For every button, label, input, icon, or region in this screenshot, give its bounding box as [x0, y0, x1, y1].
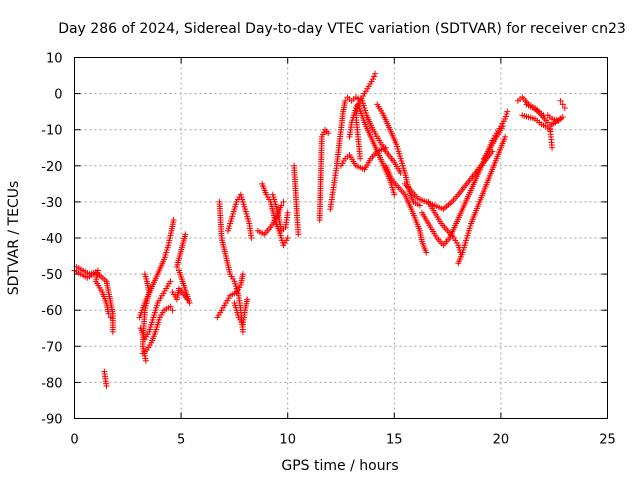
x-tick-label: 15: [386, 433, 403, 448]
x-tick-label: 25: [599, 433, 616, 448]
y-axis-ticks: 10 0 -10 -20 -30 -40 -50 -60 -70 -80 -90: [41, 52, 608, 428]
x-axis-ticks: 0 5 10 15 20 25: [70, 57, 616, 448]
y-tick-label: -30: [41, 196, 62, 211]
data-point: [170, 216, 177, 223]
data-point: [284, 209, 291, 216]
data-points: [71, 70, 568, 390]
data-point: [167, 303, 174, 310]
data-point: [342, 97, 349, 104]
data-point: [549, 144, 556, 151]
data-point: [244, 296, 251, 303]
y-tick-label: -20: [41, 160, 62, 175]
data-point: [175, 267, 182, 274]
data-point: [423, 249, 430, 256]
x-tick-label: 10: [279, 433, 296, 448]
y-tick-label: 0: [54, 88, 62, 103]
data-point: [382, 144, 389, 151]
data-point: [239, 328, 246, 335]
data-point: [167, 278, 174, 285]
data-point: [280, 198, 287, 205]
data-point: [371, 73, 378, 80]
data-point: [278, 202, 285, 209]
plot-frame: [74, 57, 608, 419]
data-point: [142, 357, 149, 364]
data-point: [169, 307, 176, 314]
data-point: [103, 383, 110, 390]
data-point: [295, 231, 302, 238]
x-tick-label: 20: [493, 433, 510, 448]
y-tick-label: -80: [41, 376, 62, 391]
data-point: [504, 108, 511, 115]
data-point: [416, 202, 423, 209]
y-axis-label: SDTVAR / TECUs: [6, 181, 22, 296]
x-tick-label: 0: [70, 433, 78, 448]
data-point: [557, 97, 564, 104]
y-tick-label: -10: [41, 124, 62, 139]
x-axis-label: GPS time / hours: [281, 458, 398, 474]
x-tick-label: 5: [177, 433, 185, 448]
y-tick-label: -50: [41, 268, 62, 283]
data-point: [239, 271, 246, 278]
data-point: [109, 328, 116, 335]
data-point: [369, 76, 376, 83]
y-tick-label: -90: [41, 413, 62, 428]
chart-title: Day 286 of 2024, Sidereal Day-to-day VTE…: [58, 21, 626, 37]
data-point: [182, 231, 189, 238]
data-point: [559, 101, 566, 108]
data-point: [248, 235, 255, 241]
data-point: [544, 119, 551, 126]
data-point: [502, 133, 509, 140]
y-tick-label: 10: [46, 52, 63, 67]
data-point: [284, 235, 291, 241]
data-point: [372, 70, 379, 77]
data-point: [561, 105, 568, 112]
data-point: [325, 130, 332, 137]
data-point: [391, 191, 398, 198]
y-tick-label: -60: [41, 304, 62, 319]
y-tick-label: -40: [41, 232, 62, 247]
y-tick-label: -70: [41, 340, 62, 355]
